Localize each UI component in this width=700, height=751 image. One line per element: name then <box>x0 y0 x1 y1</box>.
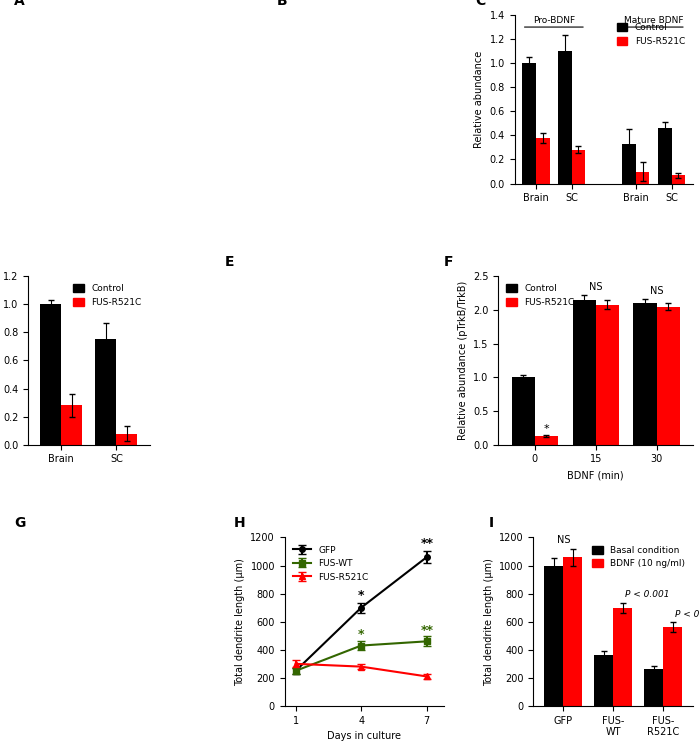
Bar <box>622 143 636 183</box>
Bar <box>572 150 585 183</box>
Bar <box>644 668 663 706</box>
Bar <box>573 300 596 445</box>
Legend: Basal condition, BDNF (10 ng/ml): Basal condition, BDNF (10 ng/ml) <box>588 542 689 572</box>
Text: A: A <box>15 0 25 8</box>
Text: NS: NS <box>650 286 664 297</box>
Bar <box>594 656 613 706</box>
Bar <box>116 433 137 445</box>
Legend: Control, FUS-R521C: Control, FUS-R521C <box>613 20 689 50</box>
Text: NS: NS <box>556 535 570 545</box>
Bar <box>671 175 685 183</box>
Text: NS: NS <box>589 282 603 292</box>
Bar <box>95 339 116 445</box>
Bar <box>657 306 680 445</box>
Text: P < 0.001: P < 0.001 <box>625 590 670 599</box>
Text: C: C <box>475 0 486 8</box>
Bar <box>596 305 619 445</box>
Text: *: * <box>544 424 550 434</box>
Bar <box>564 557 582 706</box>
Bar <box>61 406 82 445</box>
Bar <box>512 377 535 445</box>
Bar <box>558 51 572 183</box>
Text: **: ** <box>420 623 433 637</box>
Text: H: H <box>234 516 245 530</box>
Legend: GFP, FUS-WT, FUS-R521C: GFP, FUS-WT, FUS-R521C <box>289 542 372 585</box>
Bar <box>636 171 650 183</box>
Bar <box>545 566 564 706</box>
Bar <box>40 304 61 445</box>
Text: Mature BDNF: Mature BDNF <box>624 16 683 25</box>
Text: *: * <box>358 590 365 602</box>
Text: E: E <box>225 255 234 269</box>
Bar <box>536 137 550 183</box>
Legend: Control, FUS-R521C: Control, FUS-R521C <box>503 281 578 311</box>
Text: G: G <box>15 516 26 530</box>
Bar <box>535 436 558 445</box>
Bar <box>658 128 671 183</box>
Bar <box>634 303 657 445</box>
Y-axis label: Total dendrite length (μm): Total dendrite length (μm) <box>484 558 494 686</box>
Y-axis label: Relative abundance: Relative abundance <box>474 50 484 148</box>
Y-axis label: Relative abundance (pTrkB/TrkB): Relative abundance (pTrkB/TrkB) <box>458 281 468 440</box>
Text: F: F <box>444 255 454 269</box>
X-axis label: Days in culture: Days in culture <box>328 731 402 741</box>
Text: B: B <box>276 0 287 8</box>
Legend: Control, FUS-R521C: Control, FUS-R521C <box>69 281 145 311</box>
Bar <box>613 608 632 706</box>
Y-axis label: Total dendrite length (μm): Total dendrite length (μm) <box>234 558 245 686</box>
Bar <box>663 627 682 706</box>
X-axis label: BDNF (min): BDNF (min) <box>568 470 624 480</box>
Text: **: ** <box>420 537 433 550</box>
Text: P < 0.001: P < 0.001 <box>675 610 700 619</box>
Text: Pro-BDNF: Pro-BDNF <box>533 16 575 25</box>
Bar <box>522 63 536 183</box>
Text: I: I <box>489 516 494 530</box>
Text: *: * <box>358 628 365 641</box>
